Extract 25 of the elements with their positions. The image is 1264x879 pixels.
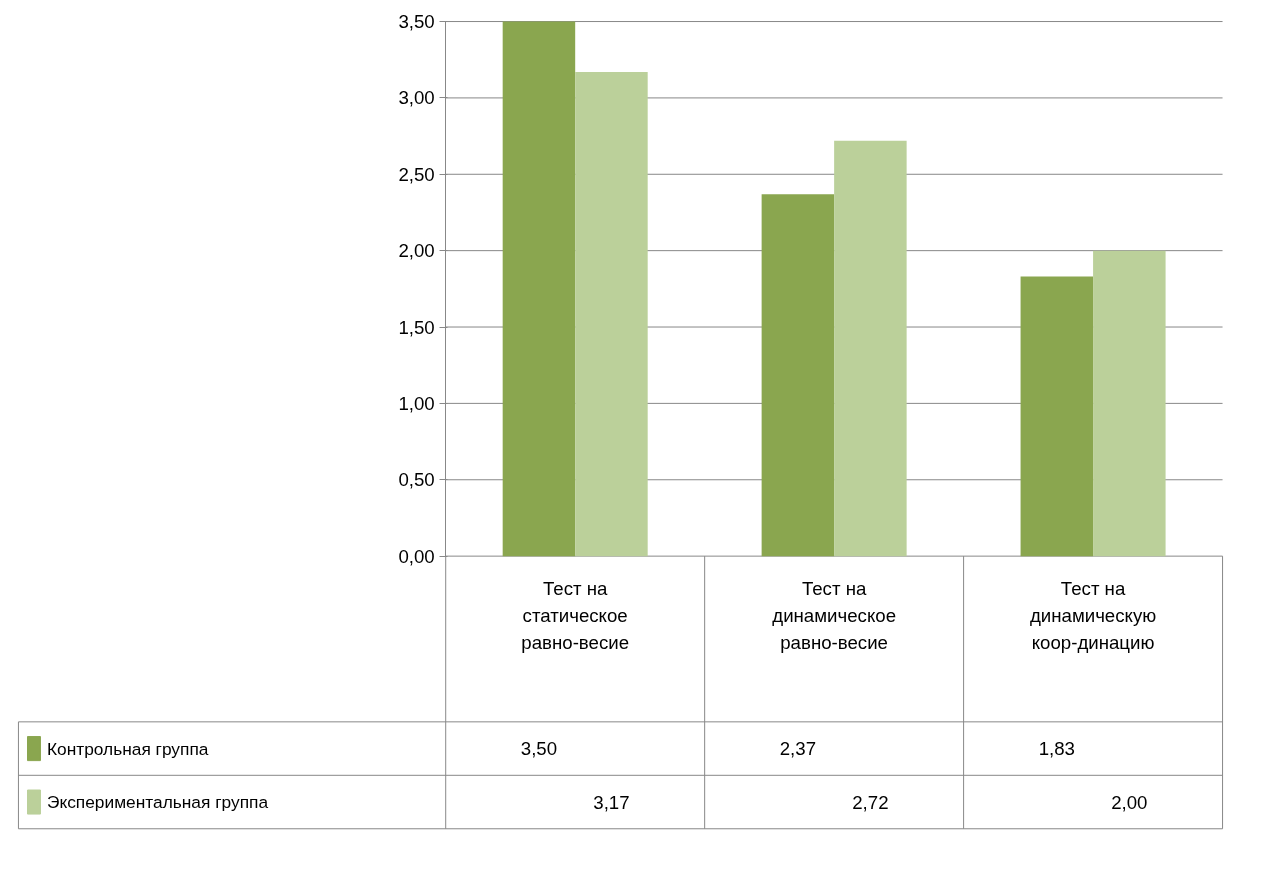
bar <box>1093 250 1166 557</box>
legend-label: Контрольная группа <box>46 738 209 759</box>
y-tick-label: 3,50 <box>398 11 435 33</box>
y-tick-label: 0,50 <box>398 469 435 491</box>
y-tick-label: 1,50 <box>398 316 435 338</box>
bar <box>834 140 907 557</box>
data-label: 3,17 <box>593 791 630 813</box>
bar <box>502 21 576 557</box>
y-tick-label: 0,00 <box>398 545 435 567</box>
x-tick-label: Тест на статическое равно-весие <box>521 577 630 654</box>
bar <box>575 71 648 557</box>
bar <box>761 194 835 557</box>
data-label: 3,50 <box>520 738 558 760</box>
y-tick-label: 2,00 <box>398 240 435 262</box>
bar <box>1020 276 1094 557</box>
data-label: 2,00 <box>1111 791 1148 813</box>
data-label: 1,83 <box>1038 738 1075 760</box>
y-tick-label: 2,50 <box>398 163 435 185</box>
x-tick-label: Тест на динамическую коор-динацию <box>1029 577 1157 654</box>
y-tick-label: 3,00 <box>398 87 435 109</box>
x-tick-label: Тест на динамическое равно-весие <box>772 577 897 654</box>
data-label: 2,37 <box>779 738 817 760</box>
y-tick-label: 1,00 <box>398 392 435 414</box>
data-label: 2,72 <box>852 791 889 813</box>
legend-label: Экспериментальная группа <box>46 792 269 813</box>
